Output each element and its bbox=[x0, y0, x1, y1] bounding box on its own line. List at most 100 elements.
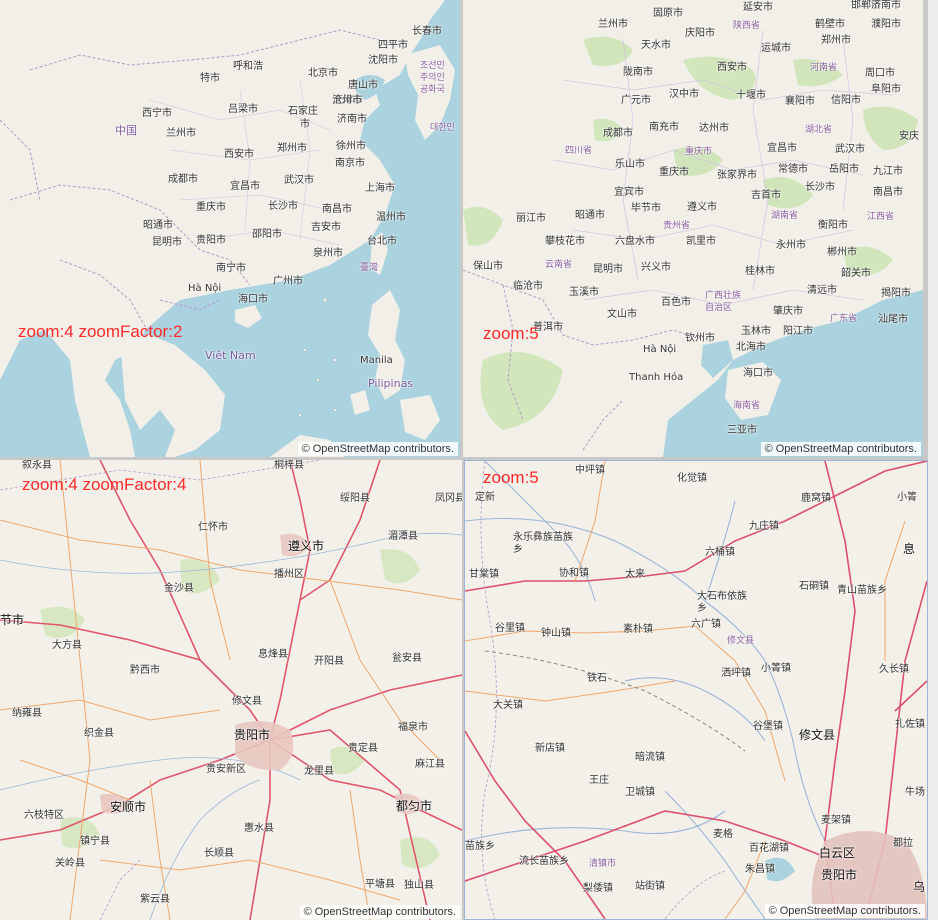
map-pane-top-right[interactable]: 延安市 邯郸市 济南市 兰州市 固原市 庆阳市 鹤壁市 濮阳市 天水市 陕西省 … bbox=[463, 0, 923, 457]
map-label: 仁怀市 bbox=[198, 522, 228, 533]
zoom-overlay-label: zoom:4 zoomFactor:2 bbox=[18, 322, 183, 341]
map-pane-bottom-right[interactable]: 中坪镇 化觉镇 定新 鹿窝镇 小箐 九庄镇 永乐彝族苗族乡 息 甘棠镇 协和镇 … bbox=[464, 460, 928, 920]
map-label: 乌 bbox=[913, 880, 926, 894]
map-label: 中国 bbox=[115, 124, 137, 137]
map-pane-bottom-left[interactable]: 桐梓县 叙永县 绥阳县 凤冈县 仁怀市 遵义市 湄潭县 金沙县 播州区 节市 大… bbox=[0, 460, 462, 920]
map-label: 徐州市 bbox=[336, 141, 366, 152]
map-label: 濮阳市 bbox=[871, 19, 901, 30]
osm-attribution[interactable]: © OpenStreetMap contributors. bbox=[297, 442, 458, 456]
map-label: 玉溪市 bbox=[569, 287, 599, 298]
map-label: 吉安市 bbox=[311, 222, 341, 233]
map-label: 青山苗族乡 bbox=[837, 585, 887, 596]
map-label: 苗族乡 bbox=[465, 841, 495, 852]
map-label: 卫城镇 bbox=[625, 787, 655, 798]
map-label: 洒坪镇 bbox=[721, 668, 751, 679]
map-label: 成都市 bbox=[603, 128, 633, 139]
map-label: 钟山镇 bbox=[541, 628, 571, 639]
map-label: 张家界市 bbox=[717, 170, 757, 181]
map-label: 揭阳市 bbox=[881, 288, 911, 299]
map-label: 播州区 bbox=[274, 569, 304, 580]
map-label: 河南省 bbox=[810, 63, 838, 73]
map-label: 沧州市 bbox=[332, 95, 362, 106]
map-label: 独山县 bbox=[404, 880, 434, 891]
map-label: 长春市 bbox=[412, 26, 442, 37]
map-label: 保山市 bbox=[473, 261, 503, 272]
map-label: 修文县 bbox=[232, 696, 262, 707]
map-label: 黔西市 bbox=[130, 665, 160, 676]
map-label: 武汉市 bbox=[835, 144, 865, 155]
map-label: 织金县 bbox=[84, 728, 114, 739]
map-label: 绥阳县 bbox=[340, 493, 370, 504]
map-label: 贵阳市 bbox=[196, 235, 226, 246]
map-label: 鹤壁市 bbox=[815, 19, 845, 30]
map-label: 鹿窝镇 bbox=[801, 493, 831, 504]
map-label: 温州市 bbox=[376, 212, 406, 223]
map-label: 云南省 bbox=[545, 260, 573, 270]
map-label: 流长苗族乡 bbox=[519, 856, 569, 867]
map-label: 大关镇 bbox=[493, 700, 523, 711]
map-label: 襄阳市 bbox=[785, 96, 815, 107]
map-label: 衡阳市 bbox=[818, 220, 848, 231]
map-label: 甘棠镇 bbox=[469, 569, 499, 580]
map-label: 海南省 bbox=[733, 401, 761, 411]
map-label: 昭通市 bbox=[143, 220, 173, 231]
map-label: 西安市 bbox=[717, 62, 747, 73]
map-label: 湖南省 bbox=[771, 211, 799, 221]
map-label: 清镇市 bbox=[589, 859, 617, 869]
map-label: 昭通市 bbox=[575, 210, 605, 221]
map-label: 南充市 bbox=[649, 122, 679, 133]
map-label: 百色市 bbox=[661, 297, 691, 308]
map-label: 遵义市 bbox=[288, 539, 325, 553]
map-pane-top-left[interactable]: 长春市 四平市 沈阳市 呼和浩 北京市 唐山市 特市 天津市 西宁市 吕梁市 石… bbox=[0, 0, 460, 457]
map-label: 广西壮族自治区 bbox=[705, 291, 742, 313]
map-label: 暗流镇 bbox=[635, 752, 665, 763]
map-label: 普洱市 bbox=[533, 322, 563, 333]
map-label: 六枝特区 bbox=[24, 810, 64, 821]
osm-attribution[interactable]: © OpenStreetMap contributors. bbox=[760, 442, 921, 456]
map-label: 重庆市 bbox=[659, 167, 689, 178]
map-label: 陕西省 bbox=[733, 21, 761, 31]
map-label: 十堰市 bbox=[736, 90, 766, 101]
map-label: 长顺县 bbox=[204, 848, 234, 859]
osm-attribution[interactable]: © OpenStreetMap contributors. bbox=[299, 905, 460, 919]
map-label: 泉州市 bbox=[313, 248, 343, 259]
map-label: 공화국 bbox=[420, 85, 445, 95]
map-label: 郴州市 bbox=[827, 247, 857, 258]
map-label: Hà Nội bbox=[643, 344, 677, 355]
map-label: 汕尾市 bbox=[878, 314, 908, 325]
map-label: 麦格 bbox=[713, 829, 733, 840]
map-label: 节市 bbox=[0, 613, 25, 627]
map-label: 市 bbox=[300, 119, 310, 130]
map-label: 六盘水市 bbox=[615, 236, 655, 247]
map-label: 海口市 bbox=[238, 294, 268, 305]
map-label: 兰州市 bbox=[598, 19, 628, 30]
map-label: 天水市 bbox=[641, 40, 671, 51]
map-label: 海口市 bbox=[743, 368, 773, 379]
map-label: 沈阳市 bbox=[368, 55, 398, 66]
map-label: 北京市 bbox=[308, 68, 338, 79]
map-label: 永乐彝族苗族乡 bbox=[513, 532, 573, 555]
map-label: 南昌市 bbox=[873, 187, 903, 198]
map-label: 清远市 bbox=[807, 285, 837, 296]
map-label: 贵定县 bbox=[348, 743, 378, 754]
map-label: 阳江市 bbox=[783, 326, 813, 337]
map-label: 臺灣 bbox=[360, 263, 379, 273]
map-label: 兴义市 bbox=[641, 262, 671, 273]
map-label: 武汉市 bbox=[284, 175, 314, 186]
map-label: 毕节市 bbox=[631, 203, 661, 214]
map-label: 太来 bbox=[625, 569, 645, 580]
map-label: 都匀市 bbox=[396, 799, 433, 813]
map-label: 修文县 bbox=[799, 728, 836, 742]
map-label: 新店镇 bbox=[535, 743, 565, 754]
map-label: 凤冈县 bbox=[435, 493, 462, 504]
map-label: 四平市 bbox=[378, 40, 408, 51]
map-label: 宜宾市 bbox=[614, 187, 644, 198]
map-label: 上海市 bbox=[365, 183, 395, 194]
map-label: 瓮安县 bbox=[392, 653, 422, 664]
map-label: 紫云县 bbox=[140, 894, 170, 905]
map-label: 信阳市 bbox=[831, 95, 861, 106]
map-label: 广东省 bbox=[830, 314, 858, 324]
map-label: 庆阳市 bbox=[685, 28, 715, 39]
osm-attribution[interactable]: © OpenStreetMap contributors. bbox=[764, 904, 925, 918]
map-label: 龙里县 bbox=[304, 766, 334, 777]
